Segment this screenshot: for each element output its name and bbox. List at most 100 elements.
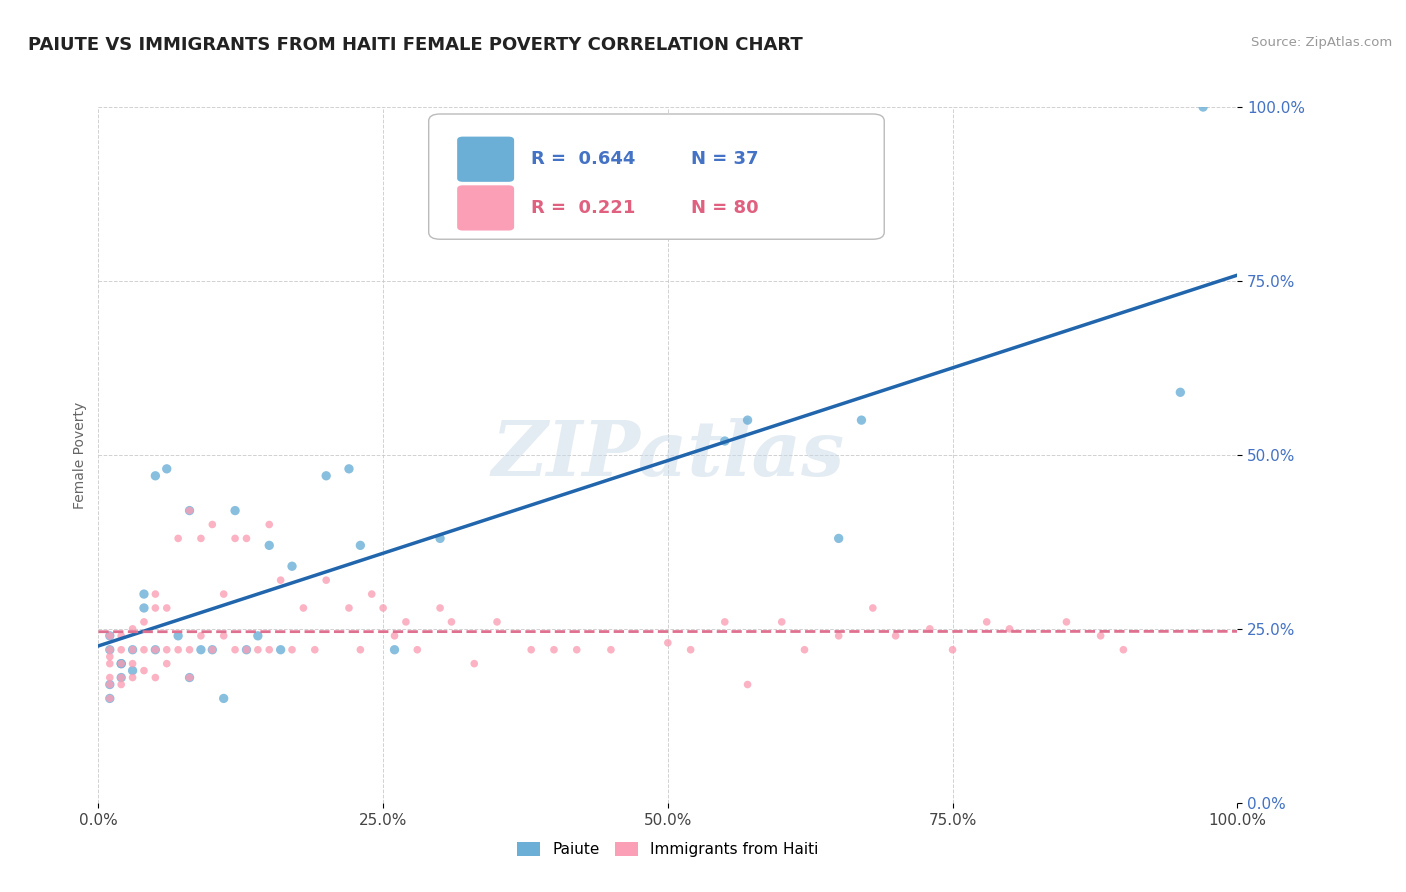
Point bbox=[429, 532, 451, 546]
Point bbox=[179, 671, 201, 685]
Point bbox=[167, 629, 190, 643]
Point bbox=[145, 642, 167, 657]
Point bbox=[600, 642, 623, 657]
Point bbox=[371, 601, 394, 615]
Point bbox=[224, 642, 246, 657]
Point bbox=[851, 413, 873, 427]
Point bbox=[110, 642, 132, 657]
Point bbox=[918, 622, 941, 636]
Point bbox=[156, 642, 179, 657]
Point bbox=[98, 642, 121, 657]
Point bbox=[520, 642, 543, 657]
FancyBboxPatch shape bbox=[429, 114, 884, 239]
Point bbox=[132, 587, 155, 601]
Point bbox=[337, 462, 360, 476]
Point bbox=[349, 642, 371, 657]
Point bbox=[679, 642, 702, 657]
Point bbox=[121, 622, 143, 636]
Point bbox=[270, 642, 292, 657]
Point bbox=[190, 629, 212, 643]
Point bbox=[110, 671, 132, 685]
Point bbox=[121, 657, 143, 671]
Point bbox=[145, 671, 167, 685]
Point bbox=[179, 503, 201, 517]
Point bbox=[235, 642, 257, 657]
Point bbox=[770, 615, 793, 629]
Point bbox=[384, 642, 406, 657]
Point bbox=[132, 664, 155, 678]
Point bbox=[145, 642, 167, 657]
Point bbox=[714, 434, 737, 448]
Point bbox=[315, 468, 337, 483]
Point bbox=[190, 642, 212, 657]
Point bbox=[121, 642, 143, 657]
Point bbox=[737, 677, 759, 691]
Point bbox=[121, 671, 143, 685]
Point bbox=[201, 642, 224, 657]
Point bbox=[201, 517, 224, 532]
Point bbox=[179, 671, 201, 685]
Point bbox=[132, 615, 155, 629]
Point bbox=[167, 642, 190, 657]
Point bbox=[212, 629, 235, 643]
Point bbox=[110, 629, 132, 643]
Point bbox=[110, 657, 132, 671]
Point bbox=[1192, 100, 1215, 114]
Point bbox=[657, 636, 679, 650]
Legend: Paiute, Immigrants from Haiti: Paiute, Immigrants from Haiti bbox=[509, 834, 827, 864]
Text: ZIPatlas: ZIPatlas bbox=[491, 418, 845, 491]
Point bbox=[793, 642, 815, 657]
Point bbox=[440, 615, 463, 629]
Point bbox=[828, 532, 851, 546]
Y-axis label: Female Poverty: Female Poverty bbox=[73, 401, 87, 508]
Point bbox=[190, 532, 212, 546]
Text: N = 80: N = 80 bbox=[690, 199, 758, 217]
Point bbox=[212, 587, 235, 601]
Point bbox=[98, 691, 121, 706]
Point bbox=[337, 601, 360, 615]
Point bbox=[976, 615, 998, 629]
Point bbox=[259, 538, 281, 552]
Point bbox=[145, 601, 167, 615]
Point bbox=[224, 503, 246, 517]
Point bbox=[98, 642, 121, 657]
Point bbox=[270, 573, 292, 587]
Point bbox=[942, 642, 965, 657]
Point bbox=[1054, 615, 1078, 629]
Point bbox=[1112, 642, 1135, 657]
Point bbox=[246, 629, 269, 643]
Point bbox=[246, 642, 269, 657]
Point bbox=[486, 615, 509, 629]
Point bbox=[110, 657, 132, 671]
Point bbox=[121, 664, 143, 678]
Point bbox=[543, 642, 565, 657]
Text: Source: ZipAtlas.com: Source: ZipAtlas.com bbox=[1251, 36, 1392, 49]
Point bbox=[406, 642, 429, 657]
Point bbox=[110, 677, 132, 691]
Point bbox=[201, 642, 224, 657]
Point bbox=[1090, 629, 1112, 643]
Point bbox=[315, 573, 337, 587]
Point bbox=[998, 622, 1021, 636]
Point bbox=[98, 677, 121, 691]
Point bbox=[132, 601, 155, 615]
Point bbox=[304, 642, 326, 657]
Point bbox=[156, 601, 179, 615]
Point bbox=[862, 601, 884, 615]
Point bbox=[132, 642, 155, 657]
FancyBboxPatch shape bbox=[457, 186, 515, 230]
Text: PAIUTE VS IMMIGRANTS FROM HAITI FEMALE POVERTY CORRELATION CHART: PAIUTE VS IMMIGRANTS FROM HAITI FEMALE P… bbox=[28, 36, 803, 54]
Point bbox=[98, 649, 121, 664]
Point bbox=[179, 642, 201, 657]
Point bbox=[110, 657, 132, 671]
Point bbox=[145, 587, 167, 601]
Text: R =  0.221: R = 0.221 bbox=[531, 199, 636, 217]
Text: N = 37: N = 37 bbox=[690, 150, 758, 169]
Point bbox=[110, 671, 132, 685]
Point bbox=[463, 657, 485, 671]
Point bbox=[1170, 385, 1192, 400]
Point bbox=[349, 538, 371, 552]
Point bbox=[167, 532, 190, 546]
Point bbox=[98, 629, 121, 643]
Point bbox=[714, 615, 737, 629]
